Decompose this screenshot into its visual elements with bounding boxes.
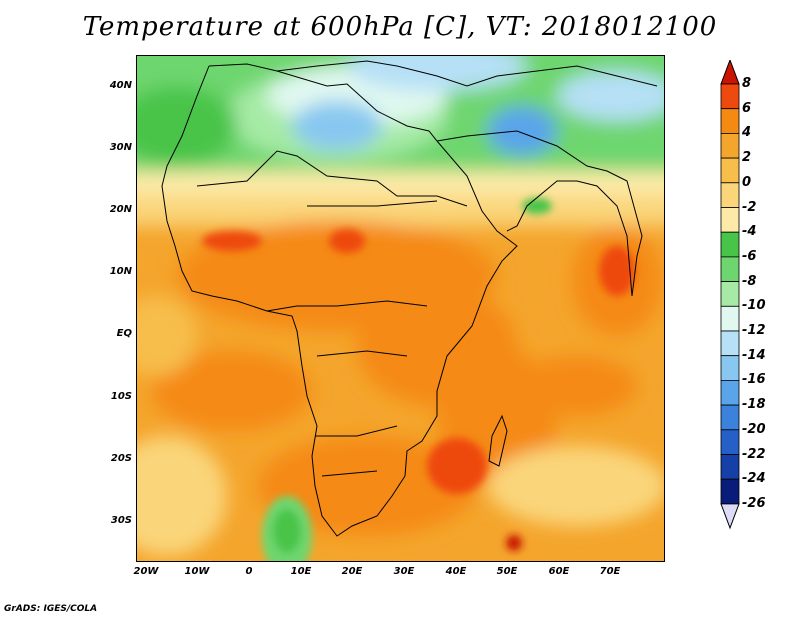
lat-label: 30S xyxy=(110,515,132,526)
colorbar-segment xyxy=(720,157,740,184)
colorbar-tick-label: -24 xyxy=(742,471,766,487)
colorbar-segment xyxy=(720,133,740,159)
colorbar-segment xyxy=(720,355,740,381)
colorbar-segment xyxy=(720,83,740,110)
colorbar-segment xyxy=(720,231,740,258)
colorbar-tick-label: -2 xyxy=(742,199,757,215)
colorbar-tick-label: -6 xyxy=(742,248,757,264)
colorbar-segment xyxy=(720,330,740,357)
colorbar-tick-label: -26 xyxy=(742,495,766,511)
colorbar-tick-label: -10 xyxy=(742,298,766,314)
warm-cores xyxy=(202,198,635,561)
colorbar-segment xyxy=(720,108,740,134)
map-canvas xyxy=(137,56,664,561)
lon-label: 20E xyxy=(341,566,363,577)
colorbar xyxy=(720,60,740,530)
colorbar-tick-label: -20 xyxy=(742,421,766,437)
colorbar-tick-label: 6 xyxy=(742,100,752,116)
colorbar-segment xyxy=(720,256,740,282)
colorbar-segment xyxy=(720,207,740,233)
colorbar-tick-label: -8 xyxy=(742,273,757,289)
colorbar-tick-label: -12 xyxy=(742,323,766,338)
colorbar-tick-label: -4 xyxy=(742,224,757,240)
lon-label: 50E xyxy=(496,566,518,577)
colorbar-segment xyxy=(720,429,740,455)
map-title: Temperature at 600hPa [C], VT: 201801210… xyxy=(82,12,718,42)
lat-label: 20N xyxy=(109,204,132,215)
lon-label: 30E xyxy=(393,566,415,577)
colorbar-tick-label: -18 xyxy=(742,397,766,413)
temperature-map xyxy=(136,55,665,562)
colorbar-segment xyxy=(720,379,740,406)
colorbar-tick-label: -16 xyxy=(742,372,766,388)
lat-label: 10S xyxy=(110,391,132,402)
lon-label: 20W xyxy=(133,566,159,577)
colorbar-segment xyxy=(720,281,740,307)
lat-label: 30N xyxy=(109,142,132,153)
colorbar-tick-label: 2 xyxy=(742,150,752,166)
temperature-shading xyxy=(137,56,664,556)
colorbar-top-arrow xyxy=(720,60,740,85)
colorbar-tick-label: 8 xyxy=(742,76,752,91)
lon-label: 70E xyxy=(599,566,621,577)
lat-label: 40N xyxy=(109,80,132,91)
lon-label: 40E xyxy=(445,566,467,577)
lon-label: 10W xyxy=(184,566,210,577)
lon-label: 60E xyxy=(548,566,570,577)
colorbar-segment xyxy=(720,305,740,332)
coastlines xyxy=(161,60,658,537)
colorbar-tick-label: -22 xyxy=(742,446,766,462)
lon-label: 0 xyxy=(245,566,253,577)
lat-label: 20S xyxy=(110,453,132,464)
colorbar-segment xyxy=(720,478,740,505)
lat-label: 10N xyxy=(109,266,132,277)
colorbar-bottom-arrow xyxy=(720,503,740,530)
lon-label: 10E xyxy=(290,566,312,577)
colorbar-tick-label: 4 xyxy=(742,125,752,141)
colorbar-segment xyxy=(720,454,740,480)
colorbar-tick-label: -14 xyxy=(742,347,766,363)
colorbar-segment xyxy=(720,182,740,208)
lat-label: EQ xyxy=(116,328,132,339)
colorbar-tick-label: 0 xyxy=(742,174,752,190)
credit-text: GrADS: IGES/COLA xyxy=(4,604,98,614)
colorbar-segment xyxy=(720,404,740,431)
